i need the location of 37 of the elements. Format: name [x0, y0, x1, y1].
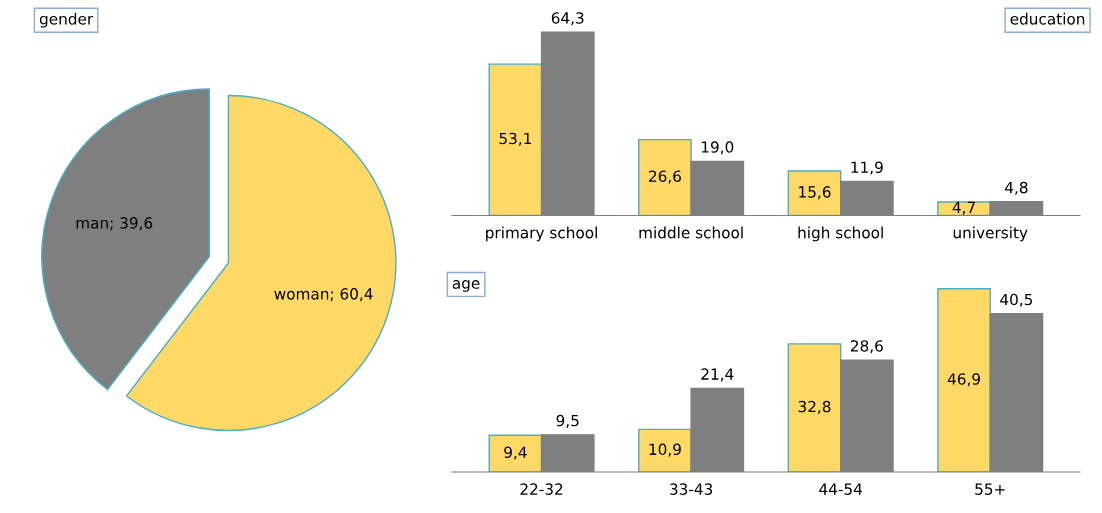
data-label: 32,8	[798, 400, 831, 414]
x-tick-label: 55+	[975, 483, 1005, 495]
data-label: 11,9	[851, 161, 883, 175]
data-label: 10,9	[649, 443, 681, 457]
data-label: 40,5	[1000, 293, 1033, 307]
slice-label: man; 39,6	[76, 217, 153, 231]
bar	[787, 170, 842, 216]
x-tick-label: primary school	[486, 226, 597, 242]
x-tick-label: 22-32	[520, 483, 563, 495]
data-label: 4,8	[1005, 181, 1028, 195]
data-label: 9,5	[556, 414, 579, 428]
slice-label: woman; 60,4	[274, 288, 373, 302]
data-label: 21,4	[701, 368, 734, 382]
data-label: 28,6	[850, 340, 883, 354]
x-tick-label: university	[953, 226, 1028, 242]
bar	[638, 428, 692, 472]
bar	[488, 63, 543, 216]
bar	[937, 201, 991, 216]
chart-title: education	[1010, 12, 1085, 25]
data-label: 19,0	[701, 141, 734, 155]
bar	[638, 138, 692, 216]
data-label: 64,3	[551, 12, 584, 26]
chart-title: age	[452, 280, 480, 292]
x-tick-label: high school	[798, 226, 883, 242]
data-label: 15,6	[799, 186, 831, 200]
data-label: 9,4	[504, 446, 527, 460]
data-label: 26,6	[649, 170, 681, 184]
chart-title: gender	[39, 12, 94, 28]
bar	[787, 343, 842, 472]
data-label: 53,1	[499, 132, 531, 146]
data-label: 4,7	[952, 201, 975, 215]
x-tick-label: middle school	[639, 226, 743, 239]
bar	[488, 434, 543, 472]
x-tick-label: 44-54	[819, 483, 863, 495]
bar	[937, 288, 991, 472]
x-tick-label: 33-43	[670, 483, 713, 495]
data-label: 46,9	[947, 373, 980, 387]
